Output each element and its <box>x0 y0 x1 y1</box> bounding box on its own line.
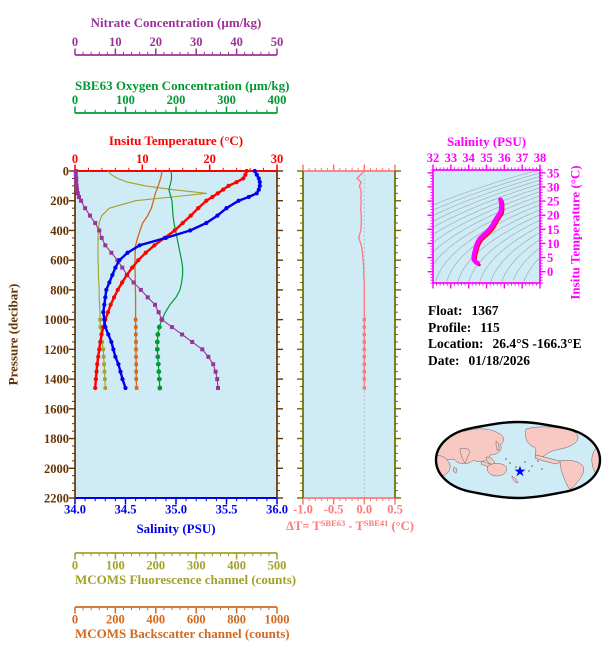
pressure-tick-label: 600 <box>50 254 69 268</box>
oxygen-tick-label: 300 <box>217 93 236 107</box>
tick-label: 0.5 <box>387 503 403 517</box>
delta-t-curve <box>356 170 367 390</box>
oxygen-tick-label: 400 <box>268 93 287 107</box>
nitrate-tick-label: 40 <box>230 35 243 49</box>
delta-t-axis-title: ΔT= TSBE63 - TSBE41 (°C) <box>286 517 414 534</box>
pressure-tick-label: 1200 <box>44 343 69 357</box>
tick-label: 20 <box>203 152 216 166</box>
isopycnal-contours <box>433 170 540 283</box>
backscatter-tick-label: 400 <box>146 613 165 627</box>
tick-label: 30 <box>271 152 284 166</box>
date-line: Date: 01/18/2026 <box>428 352 530 368</box>
pressure-tick-label: 1800 <box>44 432 69 446</box>
fluorescence-axis-title: MCOMS Fluorescence channel (counts) <box>75 572 297 587</box>
ts-salinity-tick-label: 32 <box>427 151 440 165</box>
salinity-axis-title: Salinity (PSU) <box>136 521 216 536</box>
ts-salinity-tick-label: 36 <box>498 151 511 165</box>
float-location-marker: ★ <box>514 465 526 479</box>
fluorescence-tick-label: 100 <box>106 559 125 573</box>
nitrate-profile-curve <box>73 169 221 391</box>
backscatter-tick-label: 0 <box>72 613 78 627</box>
pressure-tick-label: 800 <box>50 283 69 297</box>
main-profile-plot: 0 10 20 30 34.0 34.5 35.0 35.5 36.0 0 200 400 600 800… <box>44 152 288 517</box>
pressure-tick-label: 2000 <box>44 462 69 476</box>
fluorescence-tick-label: 200 <box>146 559 165 573</box>
fluorescence-tick-label: 300 <box>187 559 206 573</box>
ts-temperature-tick-label: 0 <box>547 265 553 279</box>
oxygen-tick-label: 100 <box>116 93 135 107</box>
world-map: ★ <box>434 420 602 500</box>
ts-salinity-tick-label: 37 <box>516 151 529 165</box>
tick-label: 0.0 <box>357 503 373 517</box>
ts-temperature-axis-title: Insitu Temperature (°C) <box>567 165 583 300</box>
fluorescence-scale-bar: 0 100 200 300 400 500 <box>72 552 287 573</box>
profile-line: Profile: 115 <box>428 319 500 335</box>
oxygen-axis-title: SBE63 Oxygen Concentration (µm/kg) <box>75 78 290 93</box>
tick-label: -0.5 <box>324 503 344 517</box>
continents <box>436 426 600 489</box>
tick-label: 36.0 <box>266 503 288 517</box>
oxygen-tick-label: 200 <box>167 93 186 107</box>
nitrate-tick-label: 30 <box>190 35 203 49</box>
nitrate-tick-label: 20 <box>150 35 163 49</box>
ts-temperature-tick-label: 15 <box>547 223 560 237</box>
tick-label: 35.5 <box>216 503 238 517</box>
backscatter-tick-label: 200 <box>106 613 125 627</box>
pressure-tick-label: 200 <box>50 194 69 208</box>
ts-temperature-tick-label: 25 <box>547 195 560 209</box>
tick-label: 10 <box>136 152 149 166</box>
tick-label: -1.0 <box>293 503 313 517</box>
nitrate-tick-label: 10 <box>109 35 122 49</box>
ts-temperature-tick-label: 35 <box>547 166 560 180</box>
temperature-axis-title: Insitu Temperature (°C) <box>108 133 244 148</box>
fluorescence-tick-label: 0 <box>72 559 78 573</box>
ts-salinity-axis-title: Salinity (PSU) <box>446 134 527 149</box>
pressure-tick-label: 0 <box>63 165 69 179</box>
pressure-axis-title: Pressure (decibar) <box>5 283 21 386</box>
nitrate-axis-title: Nitrate Concentration (µm/kg) <box>90 15 262 30</box>
nitrate-tick-label: 50 <box>271 35 284 49</box>
ts-salinity-tick-label: 33 <box>445 151 458 165</box>
pressure-tick-label: 1000 <box>44 313 69 327</box>
oxygen-tick-label: 0 <box>72 93 78 107</box>
tick-label: 34.5 <box>115 503 137 517</box>
backscatter-tick-label: 1000 <box>265 613 290 627</box>
ts-salinity-tick-label: 34 <box>462 151 475 165</box>
pressure-tick-label: 2200 <box>44 492 69 506</box>
oxygen-profile-curve <box>154 170 184 391</box>
tick-label: 34.0 <box>64 503 86 517</box>
delta-t-plot: -1.0 -0.5 0.0 0.5 <box>293 164 403 517</box>
fluorescence-tick-label: 500 <box>268 559 287 573</box>
nitrate-tick-label: 0 <box>72 35 78 49</box>
ts-temperature-tick-label: 20 <box>547 209 560 223</box>
pressure-tick-label: 1400 <box>44 373 69 387</box>
tick-label: 0 <box>72 152 78 166</box>
temperature-profile-curve <box>93 168 249 391</box>
float-line: Float: 1367 <box>428 303 499 318</box>
ts-salinity-tick-label: 38 <box>534 151 547 165</box>
ts-salinity-tick-label: 35 <box>480 151 493 165</box>
ts-temperature-tick-label: 5 <box>547 251 553 265</box>
salinity-profile-curve <box>101 168 262 391</box>
pressure-tick-label: 1600 <box>44 402 69 416</box>
location-line: Location: 26.4°S -166.3°E <box>428 336 582 351</box>
backscatter-tick-label: 800 <box>227 613 246 627</box>
oxygen-scale-bar: 0 100 200 300 400 <box>72 93 287 114</box>
backscatter-scale-bar: 0 200 400 600 800 1000 <box>72 606 290 627</box>
ts-temperature-tick-label: 10 <box>547 237 560 251</box>
float-info-block: Float: 1367 Profile: 115 Location: 26.4°S -… <box>428 303 582 369</box>
backscatter-axis-title: MCOMS Backscatter channel (counts) <box>75 626 290 641</box>
ts-curve <box>471 197 504 266</box>
backscatter-tick-label: 600 <box>187 613 206 627</box>
fluorescence-tick-label: 400 <box>227 559 246 573</box>
nitrate-scale-bar: 0 10 20 30 40 50 <box>72 35 284 56</box>
tick-label: 35.0 <box>165 503 187 517</box>
pressure-tick-label: 400 <box>50 224 69 238</box>
ts-temperature-tick-label: 30 <box>547 180 560 194</box>
